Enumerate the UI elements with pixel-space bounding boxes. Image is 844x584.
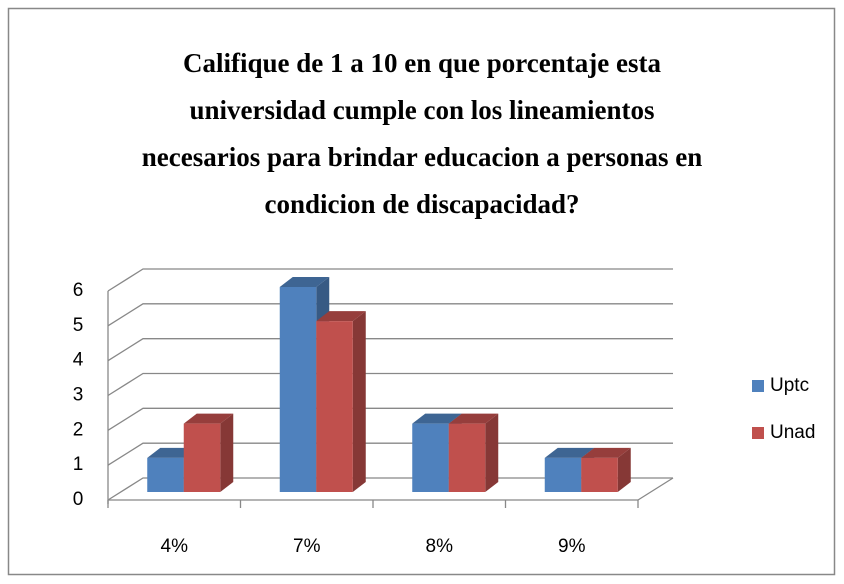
bar-front [183, 423, 221, 492]
bar [581, 447, 631, 492]
x-tick-label: 8% [426, 536, 454, 557]
x-tick-label: 9% [558, 536, 586, 557]
y-tick-label: 6 [73, 280, 84, 301]
bar-front [147, 457, 184, 492]
x-tick-label: 4% [161, 536, 189, 557]
y-tick-label: 2 [73, 419, 84, 440]
bar-side [220, 413, 234, 492]
grid-line [107, 407, 673, 431]
bar-front [581, 457, 618, 492]
legend-swatch [752, 380, 764, 392]
legend-label: Unad [770, 422, 815, 443]
bar-front [412, 423, 449, 492]
grid-line [107, 303, 673, 327]
bar-top [183, 413, 234, 424]
bar [183, 413, 234, 492]
bar-front [448, 423, 486, 492]
y-tick-label: 5 [73, 315, 84, 336]
bar-top [316, 311, 366, 322]
chart-title: Califique de 1 a 10 en que porcentaje es… [141, 48, 703, 219]
bar-side [617, 447, 631, 492]
bar [448, 413, 499, 492]
y-tick-label: 4 [73, 350, 84, 371]
floor-edge [637, 477, 674, 501]
bar-front [544, 457, 582, 492]
y-tick-label: 0 [73, 489, 84, 510]
bar-top [544, 447, 595, 458]
bar-top [581, 447, 631, 458]
bar-side [485, 413, 499, 492]
bar [316, 311, 366, 492]
grid-line [107, 268, 673, 292]
grid-line [107, 338, 673, 362]
bar-front [316, 321, 353, 492]
bar-top [412, 413, 462, 424]
y-tick-label: 3 [73, 385, 84, 406]
bar-top [279, 277, 330, 287]
bar-side [352, 311, 366, 492]
grid-line [107, 372, 673, 397]
back-wall [108, 269, 673, 500]
y-tick-label: 1 [73, 454, 84, 475]
x-tick-label: 7% [293, 536, 321, 557]
legend-label: Uptc [770, 375, 809, 396]
bar-top [448, 413, 499, 424]
bar-front [279, 287, 317, 492]
legend-swatch [752, 427, 764, 439]
